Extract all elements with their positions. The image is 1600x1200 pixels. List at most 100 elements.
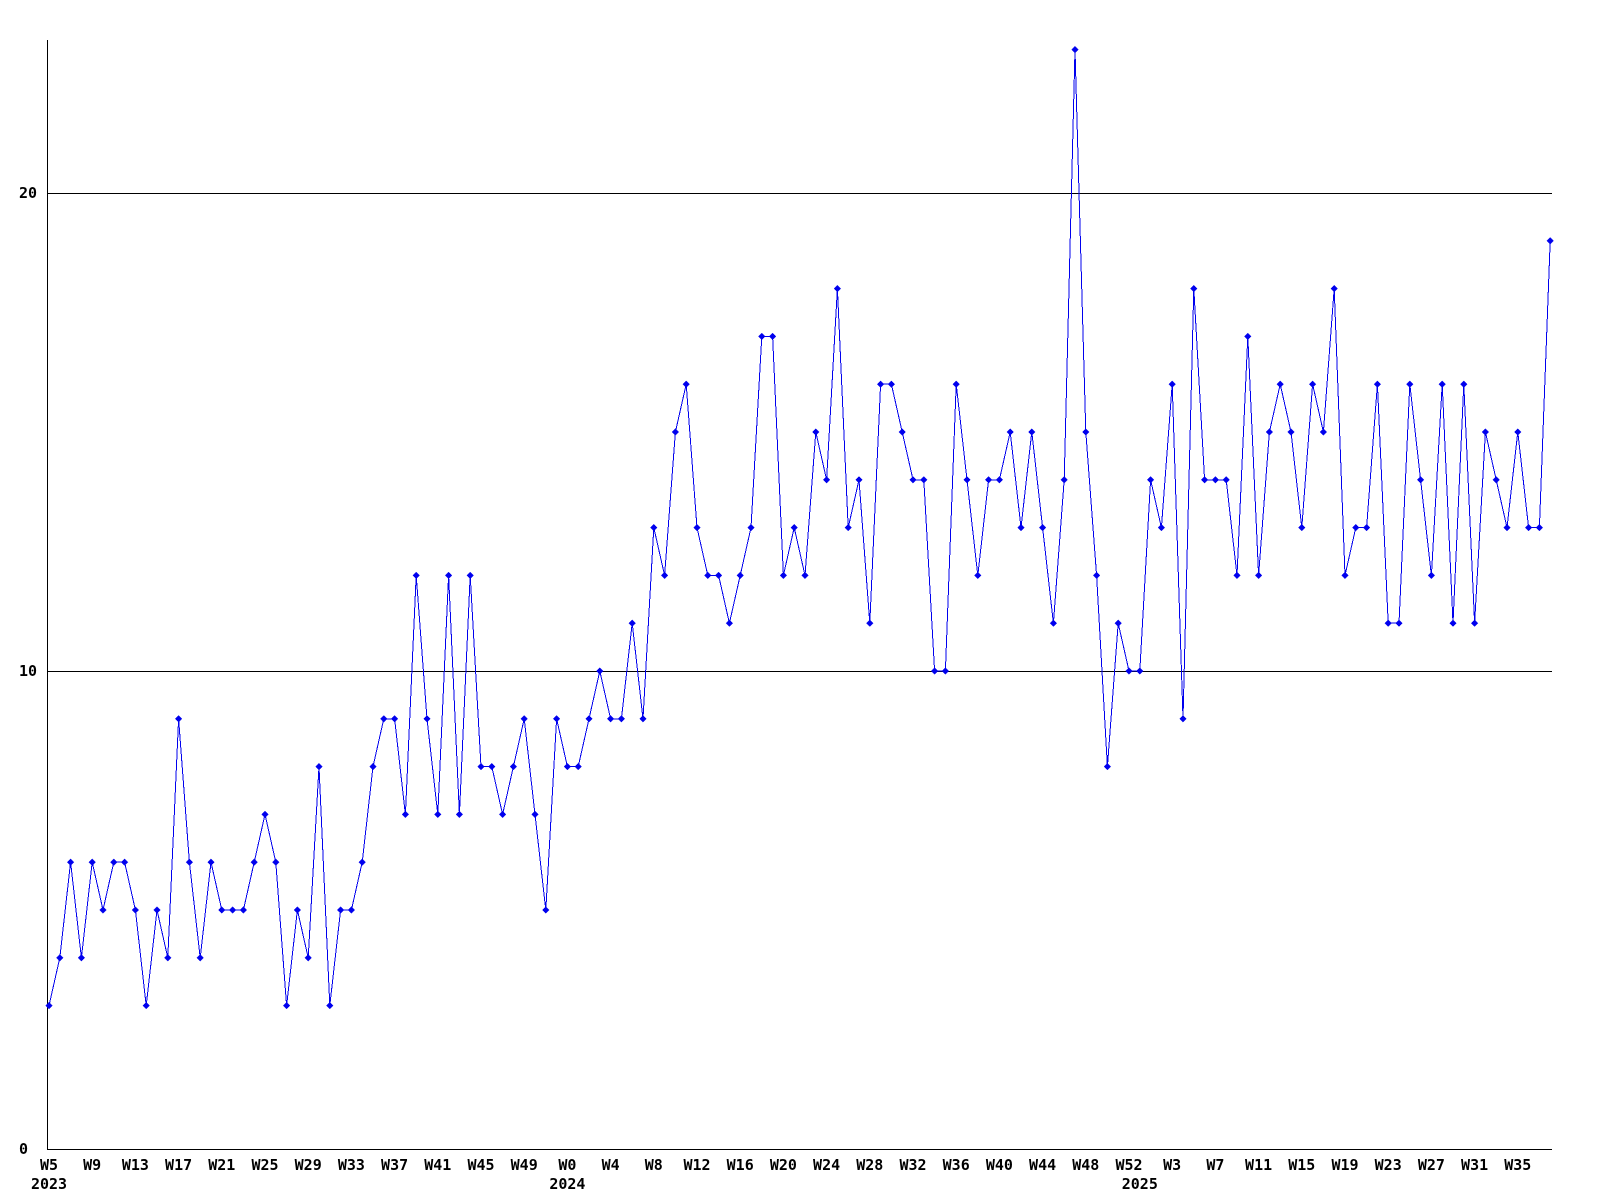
data-point-marker bbox=[99, 906, 107, 914]
data-point-marker bbox=[282, 1001, 291, 1010]
data-point-marker bbox=[758, 332, 766, 341]
data-point-marker bbox=[963, 476, 971, 484]
data-point-marker bbox=[930, 667, 939, 675]
data-point-marker bbox=[1352, 523, 1360, 532]
x-tick-label: W23 bbox=[1375, 1156, 1402, 1174]
data-point-marker bbox=[1460, 380, 1468, 388]
data-point-marker bbox=[704, 571, 712, 580]
data-point-marker bbox=[628, 619, 636, 627]
x-tick-label: W32 bbox=[899, 1156, 926, 1174]
grid-lines bbox=[47, 193, 1552, 1150]
x-tick-label: W24 bbox=[813, 1156, 840, 1174]
data-point-marker bbox=[1524, 523, 1533, 532]
data-point-marker bbox=[822, 476, 831, 484]
data-point-marker bbox=[1200, 476, 1209, 484]
x-tick-label: W40 bbox=[986, 1156, 1013, 1174]
data-point-marker bbox=[1276, 380, 1284, 388]
data-point-marker bbox=[1114, 619, 1122, 627]
data-point-marker bbox=[131, 906, 140, 914]
data-point-marker bbox=[1406, 380, 1414, 388]
data-point-marker bbox=[488, 762, 496, 771]
data-point-marker bbox=[1492, 476, 1500, 484]
year-labels: 2023 2024 2025 bbox=[31, 1175, 1158, 1193]
x-tick-label: W25 bbox=[251, 1156, 278, 1174]
data-point-marker bbox=[380, 715, 388, 723]
data-point-marker bbox=[1071, 45, 1079, 54]
data-point-marker bbox=[596, 667, 604, 675]
x-tick-label: W48 bbox=[1072, 1156, 1099, 1174]
x-tick-label: W5 bbox=[40, 1156, 58, 1174]
data-point-marker bbox=[56, 954, 64, 962]
x-tick-label: W9 bbox=[83, 1156, 101, 1174]
data-point-marker bbox=[1298, 523, 1306, 532]
data-point-marker bbox=[768, 332, 777, 341]
data-point-marker bbox=[1211, 476, 1220, 484]
data-point-marker bbox=[650, 523, 658, 532]
data-point-marker bbox=[466, 571, 474, 580]
data-point-marker bbox=[1103, 762, 1112, 771]
data-point-marker bbox=[444, 571, 453, 580]
data-point-marker bbox=[1438, 380, 1446, 388]
data-point-marker bbox=[671, 428, 680, 436]
data-point-marker bbox=[1535, 523, 1544, 532]
year-label: 2025 bbox=[1122, 1175, 1158, 1193]
data-point-marker bbox=[1254, 571, 1263, 580]
x-tick-label: W7 bbox=[1206, 1156, 1224, 1174]
x-tick-label: W37 bbox=[381, 1156, 408, 1174]
data-point-marker bbox=[1287, 428, 1295, 436]
data-point-marker bbox=[1330, 284, 1338, 293]
x-tick-label: W12 bbox=[683, 1156, 710, 1174]
x-tick-label: W13 bbox=[122, 1156, 149, 1174]
data-point-marker bbox=[1233, 571, 1241, 580]
data-point-marker bbox=[174, 715, 183, 723]
data-point-marker bbox=[228, 906, 237, 914]
data-point-marker bbox=[855, 476, 863, 484]
data-point-marker bbox=[552, 715, 561, 723]
data-point-marker bbox=[736, 571, 744, 580]
data-point-marker bbox=[1373, 380, 1382, 388]
data-point-marker bbox=[1470, 619, 1479, 627]
y-tick-label: 20 bbox=[19, 184, 37, 202]
data-point-marker bbox=[1146, 476, 1155, 484]
data-point-marker bbox=[617, 715, 626, 723]
data-point-marker bbox=[1060, 476, 1068, 484]
data-point-marker bbox=[1546, 237, 1554, 245]
x-tick-label: W16 bbox=[727, 1156, 754, 1174]
x-tick-label: W27 bbox=[1418, 1156, 1445, 1174]
data-point-marker bbox=[1190, 284, 1198, 293]
data-point-marker bbox=[423, 715, 431, 723]
data-point-marker bbox=[844, 523, 852, 532]
data-point-marker bbox=[336, 906, 345, 914]
x-tick-label: W4 bbox=[602, 1156, 620, 1174]
y-tick-label: 10 bbox=[19, 662, 37, 680]
data-point-marker bbox=[369, 762, 377, 771]
data-point-marker bbox=[1427, 571, 1436, 580]
data-point-marker bbox=[876, 380, 885, 388]
data-point-marker bbox=[995, 476, 1004, 484]
data-point-marker bbox=[1395, 619, 1403, 627]
data-point-marker bbox=[1341, 571, 1349, 580]
x-tick-label: W35 bbox=[1504, 1156, 1531, 1174]
data-point-marker bbox=[693, 523, 701, 532]
x-tick-label: W29 bbox=[295, 1156, 322, 1174]
data-point-marker bbox=[272, 858, 280, 866]
data-point-marker bbox=[315, 762, 323, 771]
data-point-marker bbox=[434, 810, 442, 819]
x-tick-label: W45 bbox=[467, 1156, 494, 1174]
data-point-marker bbox=[682, 380, 690, 388]
x-tick-label: W28 bbox=[856, 1156, 883, 1174]
data-point-marker bbox=[1092, 571, 1101, 580]
year-label: 2024 bbox=[549, 1175, 585, 1193]
data-point-marker bbox=[1308, 380, 1317, 388]
data-point-marker bbox=[88, 858, 96, 866]
data-point-marker bbox=[812, 428, 820, 436]
data-point-marker bbox=[542, 906, 550, 914]
data-point-marker bbox=[1157, 523, 1166, 532]
data-point-marker bbox=[1503, 523, 1511, 532]
data-point-marker bbox=[66, 858, 75, 866]
data-point-marker bbox=[606, 715, 615, 723]
data-point-marker bbox=[498, 810, 507, 819]
data-point-marker bbox=[1049, 619, 1058, 627]
data-points bbox=[45, 45, 1554, 1010]
